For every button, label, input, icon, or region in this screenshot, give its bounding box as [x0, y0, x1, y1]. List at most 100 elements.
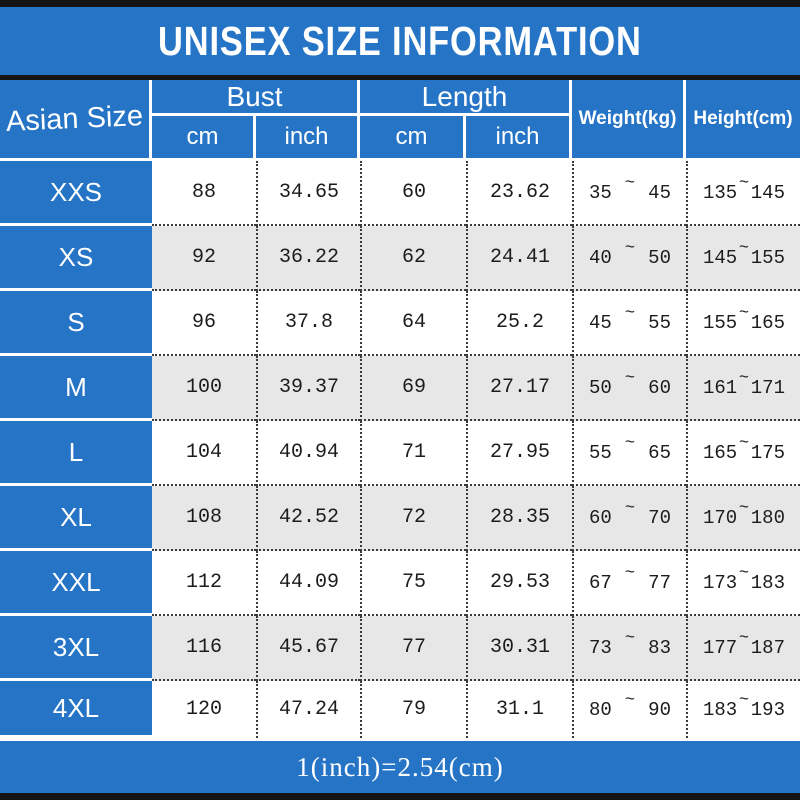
length-inch-value: 27.17	[466, 356, 572, 421]
size-label: XXS	[0, 161, 152, 226]
height-range: 170 ~180	[686, 486, 800, 551]
size-label: XL	[0, 486, 152, 551]
bust-inch-value: 36.22	[256, 226, 360, 291]
length-inch-value: 24.41	[466, 226, 572, 291]
tilde-separator: ~	[738, 499, 750, 518]
weight-min: 50	[589, 376, 612, 399]
height-min: 183	[703, 698, 738, 721]
size-label: M	[0, 356, 152, 421]
weight-range: 35 ~45	[572, 161, 686, 226]
bust-cm-value: 96	[152, 291, 256, 356]
size-label: XS	[0, 226, 152, 291]
bust-inch-value: 45.67	[256, 616, 360, 681]
length-cm-value: 64	[360, 291, 466, 356]
length-inch-value: 29.53	[466, 551, 572, 616]
length-inch-value: 27.95	[466, 421, 572, 486]
bust-inch-value: 42.52	[256, 486, 360, 551]
height-range: 135 ~145	[686, 161, 800, 226]
height-range: 155 ~165	[686, 291, 800, 356]
weight-max: 77	[648, 571, 671, 594]
height-range: 165 ~175	[686, 421, 800, 486]
size-label: 3XL	[0, 616, 152, 681]
length-inch-value: 23.62	[466, 161, 572, 226]
table-row: S 96 37.8 64 25.2 45 ~55 155 ~165	[0, 291, 800, 356]
table-row: XXL 112 44.09 75 29.53 67 ~77 173 ~183	[0, 551, 800, 616]
length-inch-value: 31.1	[466, 681, 572, 738]
table-row: XL 108 42.52 72 28.35 60 ~70 170 ~180	[0, 486, 800, 551]
header-length-inch: inch	[466, 116, 572, 158]
bust-cm-value: 104	[152, 421, 256, 486]
height-range: 177 ~187	[686, 616, 800, 681]
bust-inch-value: 34.65	[256, 161, 360, 226]
size-label: 4XL	[0, 681, 152, 738]
header-weight: Weight(kg)	[572, 80, 686, 158]
weight-max: 90	[648, 698, 671, 721]
footer-bar: 1(inch)=2.54(cm)	[0, 741, 800, 793]
conversion-note: 1(inch)=2.54(cm)	[296, 751, 504, 782]
header-bust: Bust	[152, 80, 360, 116]
table-row: 3XL 116 45.67 77 30.31 73 ~83 177 ~187	[0, 616, 800, 681]
tilde-separator: ~	[738, 434, 750, 453]
tilde-separator: ~	[624, 434, 636, 453]
header-bust-inch: inch	[256, 116, 360, 158]
bust-cm-value: 100	[152, 356, 256, 421]
weight-min: 35	[589, 181, 612, 204]
weight-range: 50 ~60	[572, 356, 686, 421]
tilde-separator: ~	[738, 691, 750, 710]
length-cm-value: 72	[360, 486, 466, 551]
size-label: L	[0, 421, 152, 486]
height-max: 171	[750, 376, 785, 399]
length-cm-value: 77	[360, 616, 466, 681]
height-range: 183 ~193	[686, 681, 800, 738]
weight-max: 50	[648, 246, 671, 269]
tilde-separator: ~	[738, 174, 750, 193]
title-bar: UNISEX SIZE INFORMATION	[0, 7, 800, 75]
table-row: M 100 39.37 69 27.17 50 ~60 161 ~171	[0, 356, 800, 421]
weight-range: 40 ~50	[572, 226, 686, 291]
tilde-separator: ~	[738, 369, 750, 388]
length-inch-value: 25.2	[466, 291, 572, 356]
weight-range: 80 ~90	[572, 681, 686, 738]
bust-inch-value: 44.09	[256, 551, 360, 616]
height-range: 173 ~183	[686, 551, 800, 616]
bust-cm-value: 120	[152, 681, 256, 738]
header-length-cm: cm	[360, 116, 466, 158]
bust-cm-value: 92	[152, 226, 256, 291]
weight-range: 45 ~55	[572, 291, 686, 356]
weight-min: 73	[589, 636, 612, 659]
tilde-separator: ~	[624, 691, 636, 710]
weight-range: 73 ~83	[572, 616, 686, 681]
footer-spacer	[0, 738, 800, 741]
tilde-separator: ~	[624, 499, 636, 518]
length-inch-value: 30.31	[466, 616, 572, 681]
weight-max: 83	[648, 636, 671, 659]
tilde-separator: ~	[738, 304, 750, 323]
title-divider	[0, 75, 800, 80]
tilde-separator: ~	[624, 239, 636, 258]
length-cm-value: 62	[360, 226, 466, 291]
height-max: 165	[750, 311, 785, 334]
page-title: UNISEX SIZE INFORMATION	[158, 17, 642, 64]
weight-range: 55 ~65	[572, 421, 686, 486]
height-min: 161	[703, 376, 738, 399]
bust-inch-value: 40.94	[256, 421, 360, 486]
tilde-separator: ~	[738, 239, 750, 258]
weight-min: 80	[589, 698, 612, 721]
bust-inch-value: 47.24	[256, 681, 360, 738]
length-cm-value: 71	[360, 421, 466, 486]
tilde-separator: ~	[738, 629, 750, 648]
header-length: Length	[360, 80, 572, 116]
weight-max: 55	[648, 311, 671, 334]
tilde-separator: ~	[624, 369, 636, 388]
bust-inch-value: 39.37	[256, 356, 360, 421]
weight-min: 60	[589, 506, 612, 529]
header-bust-cm: cm	[152, 116, 256, 158]
tilde-separator: ~	[738, 564, 750, 583]
weight-max: 70	[648, 506, 671, 529]
height-max: 193	[750, 698, 785, 721]
height-max: 145	[750, 181, 785, 204]
bust-cm-value: 112	[152, 551, 256, 616]
height-max: 187	[750, 636, 785, 659]
length-inch-value: 28.35	[466, 486, 572, 551]
